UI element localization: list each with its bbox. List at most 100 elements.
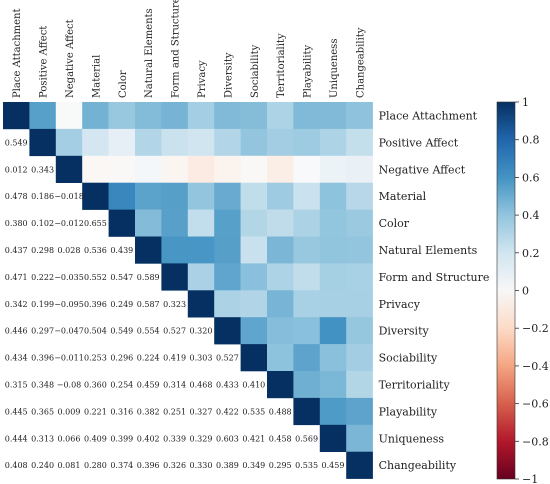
value-label-r11-c8: 0.422 — [216, 407, 239, 416]
value-label-r5-c0: 0.437 — [5, 246, 28, 255]
value-label-r11-c2: 0.009 — [58, 407, 81, 416]
value-label-r8-c5: 0.554 — [137, 327, 160, 336]
row-label: Territoriality — [379, 378, 451, 391]
value-label-r13-c3: 0.280 — [84, 461, 107, 470]
cell-r0-c11 — [293, 102, 321, 130]
cell-r5-c8 — [214, 236, 241, 264]
cell-r9-c13 — [346, 344, 373, 372]
value-label-r4-c2: −0.012 — [54, 219, 84, 228]
cell-r1-c7 — [187, 128, 215, 157]
row-label: Positive Affect — [379, 136, 459, 149]
cell-r9-c12 — [319, 344, 347, 372]
value-label-r9-c6: 0.419 — [163, 354, 186, 363]
value-label-r11-c3: 0.221 — [84, 407, 107, 416]
cell-r1-c13 — [346, 128, 373, 157]
cell-r1-c12 — [319, 128, 347, 157]
value-label-r10-c3: 0.360 — [84, 380, 107, 389]
cell-r1-c1 — [29, 128, 57, 157]
cell-r4-c8 — [214, 209, 241, 237]
colorbar-tick-label: −0.4 — [522, 360, 549, 373]
value-label-r9-c5: 0.224 — [137, 354, 160, 363]
cell-r10-c11 — [293, 371, 321, 399]
cell-r6-c13 — [346, 263, 373, 291]
row-label: Natural Elements — [379, 244, 478, 257]
value-label-r13-c8: 0.389 — [216, 461, 239, 470]
value-label-r9-c2: −0.011 — [54, 354, 84, 363]
cell-r8-c8 — [214, 317, 241, 345]
row-label: Playability — [379, 405, 438, 418]
value-label-r11-c6: 0.251 — [163, 407, 186, 416]
cell-r3-c4 — [108, 182, 136, 210]
cell-r1-c2 — [55, 128, 83, 157]
row-label: Changeability — [379, 459, 457, 472]
value-label-r12-c11: 0.569 — [295, 434, 318, 443]
value-label-r10-c8: 0.433 — [216, 380, 239, 389]
cell-r5-c6 — [161, 236, 189, 264]
row-label: Privacy — [379, 298, 421, 311]
column-label: Color — [118, 70, 129, 98]
colorbar-tick-label: −0.8 — [522, 435, 549, 448]
cell-r13-c13 — [346, 451, 373, 479]
colorbar-tick-label: 0.4 — [522, 209, 540, 222]
value-label-r12-c7: 0.329 — [190, 434, 213, 443]
cell-r0-c13 — [346, 102, 373, 130]
cell-r4-c7 — [187, 209, 215, 237]
cell-r2-c9 — [240, 155, 268, 183]
value-label-r8-c7: 0.320 — [190, 327, 213, 336]
cell-r2-c12 — [319, 155, 347, 183]
value-label-r8-c2: −0.047 — [54, 327, 84, 336]
value-label-r7-c4: 0.249 — [110, 300, 133, 309]
value-label-r13-c2: 0.081 — [58, 461, 81, 470]
colorbar-tick-label: 0.6 — [522, 171, 540, 184]
value-label-r12-c6: 0.339 — [163, 434, 186, 443]
value-label-r3-c1: 0.186 — [31, 192, 54, 201]
cell-r9-c11 — [293, 344, 321, 372]
cell-r8-c12 — [319, 317, 347, 345]
cell-r2-c11 — [293, 155, 321, 183]
cell-r3-c11 — [293, 182, 321, 210]
cell-r1-c9 — [240, 128, 268, 157]
value-label-r4-c1: 0.102 — [31, 219, 54, 228]
cell-r1-c11 — [293, 128, 321, 157]
cell-r7-c9 — [240, 290, 268, 318]
cell-r3-c8 — [214, 182, 241, 210]
value-label-r12-c5: 0.402 — [137, 434, 160, 443]
cell-r0-c4 — [108, 102, 136, 130]
value-label-r13-c11: 0.535 — [295, 461, 318, 470]
cell-r0-c5 — [135, 102, 162, 130]
cell-r2-c5 — [135, 155, 162, 183]
cell-r10-c13 — [346, 371, 373, 399]
cell-r2-c13 — [346, 155, 373, 183]
column-label: Playability — [303, 44, 314, 98]
value-label-r8-c1: 0.297 — [31, 327, 54, 336]
cell-r6-c11 — [293, 263, 321, 291]
value-label-r12-c9: 0.421 — [242, 434, 265, 443]
cell-r5-c5 — [135, 236, 162, 264]
value-label-r4-c0: 0.380 — [5, 219, 28, 228]
heatmap-cells — [3, 102, 373, 479]
cell-r11-c12 — [319, 397, 347, 426]
colorbar-tick-label: 0.2 — [522, 247, 540, 260]
value-label-r7-c1: 0.199 — [31, 300, 54, 309]
cell-r7-c8 — [214, 290, 241, 318]
cell-r3-c9 — [240, 182, 268, 210]
value-label-r8-c3: 0.504 — [84, 327, 107, 336]
cell-r7-c10 — [267, 290, 294, 318]
cell-r4-c12 — [319, 209, 347, 237]
cell-r3-c3 — [82, 182, 109, 210]
cell-r0-c12 — [319, 102, 347, 130]
cell-r2-c6 — [161, 155, 189, 183]
row-label: Sociability — [379, 352, 438, 365]
cell-r4-c5 — [135, 209, 162, 237]
colorbar-tick-label: −0.6 — [522, 398, 549, 411]
value-label-r8-c0: 0.446 — [5, 327, 28, 336]
value-labels: 0.549 0.012 0.343 0.478 0.186 −0.018 0.380 0.10… — [5, 138, 345, 470]
cell-r2-c4 — [108, 155, 136, 183]
value-label-r9-c8: 0.527 — [216, 354, 239, 363]
column-label: Privacy — [197, 60, 208, 98]
cell-r7-c11 — [293, 290, 321, 318]
value-label-r10-c6: 0.314 — [163, 380, 186, 389]
value-label-r12-c10: 0.458 — [269, 434, 292, 443]
column-label: Natural Elements — [144, 8, 155, 98]
